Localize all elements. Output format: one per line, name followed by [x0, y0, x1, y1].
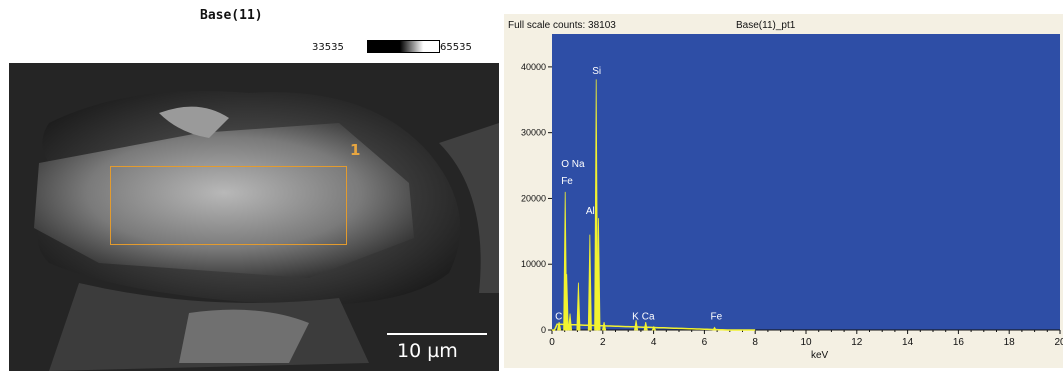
x-tick-label: 12 [851, 337, 863, 348]
x-tick-label: 10 [800, 337, 812, 348]
spectrum-peak [594, 79, 599, 331]
contrast-gradient [367, 40, 440, 53]
image-title: Base(11) [200, 8, 263, 23]
analysis-region-label: 1 [350, 141, 361, 159]
x-tick-label: 4 [651, 337, 657, 348]
sem-texture [9, 63, 499, 371]
spectrum-peak [596, 218, 601, 331]
peak-label: Ca [642, 311, 655, 322]
spectrum-peak [643, 322, 648, 331]
spectrum-peak [651, 325, 657, 331]
x-tick-label: 2 [600, 337, 606, 348]
x-tick-label: 16 [953, 337, 965, 348]
y-tick-label: 10000 [521, 259, 546, 269]
peak-label: K [632, 311, 639, 322]
contrast-scale: 33535 65535 [312, 40, 502, 56]
x-axis-label: keV [811, 350, 829, 361]
y-tick-label: 0 [541, 325, 546, 335]
scale-bar-line [387, 333, 487, 335]
spectrum-peak [567, 313, 573, 331]
spectrum-peak [634, 320, 639, 331]
full-scale-counts: Full scale counts: 38103 [508, 20, 616, 31]
y-tick-label: 40000 [521, 62, 546, 72]
contrast-min-label: 33535 [312, 42, 344, 53]
spectrum-peak [601, 322, 607, 331]
plot-area [552, 34, 1060, 330]
x-tick-label: 18 [1004, 337, 1016, 348]
peak-label: Si [592, 66, 601, 77]
x-tick-label: 6 [702, 337, 708, 348]
sem-micrograph: 1 10 µm [9, 63, 499, 371]
x-tick-label: 14 [902, 337, 914, 348]
peak-label: O Na [561, 159, 585, 170]
peak-label: Al [586, 206, 595, 217]
spectrum-title: Base(11)_pt1 [736, 20, 796, 31]
spectrum-peak [564, 274, 569, 331]
x-tick-label: 0 [549, 337, 555, 348]
contrast-max-label: 65535 [440, 42, 472, 53]
x-tick-label: 8 [752, 337, 758, 348]
y-tick-label: 30000 [521, 128, 546, 138]
spectrum-peak [587, 234, 592, 331]
spectrum-peak [557, 322, 562, 331]
analysis-region-box[interactable] [110, 166, 347, 245]
scale-bar-label: 10 µm [397, 340, 458, 362]
spectrum-peak [712, 326, 717, 331]
peak-label: C [555, 311, 562, 322]
eds-spectrum-chart: Full scale counts: 38103 Base(11)_pt1 0 1… [508, 20, 1063, 361]
spectrum-peak [576, 282, 581, 331]
eds-spectrum-panel: Full scale counts: 38103 Base(11)_pt1 0 1… [504, 14, 1063, 368]
x-tick-label: 20 [1054, 337, 1063, 348]
peak-label: Fe [711, 311, 723, 322]
peak-label: Fe [561, 176, 573, 187]
y-tick-label: 20000 [521, 193, 546, 203]
